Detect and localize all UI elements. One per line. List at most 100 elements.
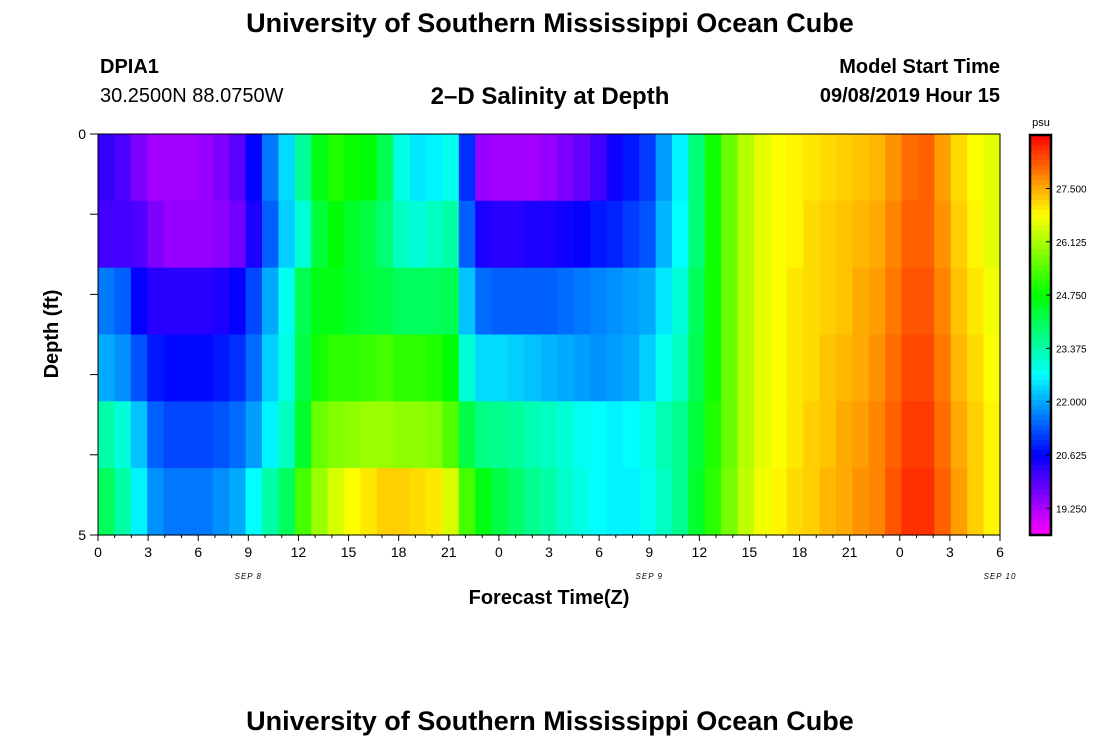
heatmap-cell xyxy=(409,401,427,469)
colorbar-swatch xyxy=(1030,505,1051,511)
heatmap-cell xyxy=(327,267,345,336)
heatmap-cell xyxy=(426,134,443,202)
heatmap-cell xyxy=(803,267,821,336)
colorbar-swatch xyxy=(1030,265,1051,271)
heatmap-cell xyxy=(327,468,345,536)
colorbar-swatch xyxy=(1030,455,1051,461)
heatmap-cell xyxy=(557,334,575,402)
colorbar-swatch xyxy=(1030,380,1051,386)
heatmap-cell xyxy=(901,267,919,336)
heatmap-cell xyxy=(344,401,361,469)
colorbar-swatch xyxy=(1030,145,1051,151)
colorbar-swatch xyxy=(1030,365,1051,371)
x-tick-label: 9 xyxy=(244,544,252,560)
heatmap-cell xyxy=(557,134,575,202)
heatmap-cell xyxy=(376,267,394,336)
colorbar-swatch xyxy=(1030,360,1051,366)
heatmap-cell xyxy=(836,401,853,469)
heatmap-cell xyxy=(426,200,443,269)
heatmap-cell xyxy=(622,267,640,336)
heatmap-cell xyxy=(278,200,296,269)
heatmap-cell xyxy=(294,267,312,336)
heatmap-cell xyxy=(327,200,345,269)
heatmap-cell xyxy=(737,134,755,202)
heatmap-cell xyxy=(147,401,165,469)
y-tick-label: 0 xyxy=(78,126,86,142)
colorbar-swatch xyxy=(1030,475,1051,481)
heatmap-cell xyxy=(967,334,985,402)
colorbar-swatch xyxy=(1030,470,1051,476)
heatmap-cell xyxy=(130,468,148,536)
heatmap-cell xyxy=(967,468,985,536)
heatmap-cell xyxy=(212,134,230,202)
heatmap-cell xyxy=(639,134,657,202)
x-tick-label: 3 xyxy=(545,544,553,560)
heatmap-cell xyxy=(590,134,607,202)
heatmap-cell xyxy=(672,401,689,469)
heatmap-cell xyxy=(344,334,361,402)
y-axis-label: Depth (ft) xyxy=(41,290,63,379)
heatmap-cell xyxy=(393,334,411,402)
y-tick-label: 5 xyxy=(78,527,86,543)
heatmap-cell xyxy=(754,134,771,202)
colorbar-swatch xyxy=(1030,185,1051,191)
station-id: DPIA1 xyxy=(100,56,159,78)
heatmap-cell xyxy=(672,134,689,202)
x-tick-label: 6 xyxy=(595,544,603,560)
heatmap-cell xyxy=(983,334,1001,402)
heatmap-cell xyxy=(852,334,870,402)
heatmap-cell xyxy=(639,468,657,536)
heatmap-cell xyxy=(491,334,509,402)
heatmap-cell xyxy=(475,401,493,469)
x-axis: 0 3 6 9 12 15 18 21 0 3 6 9 12 15 18 21 0 3 6 SEP 8 SEP 9 SEP… xyxy=(94,535,1015,581)
heatmap-cell xyxy=(524,200,542,269)
colorbar-swatch xyxy=(1030,395,1051,401)
heatmap-cell xyxy=(770,468,788,536)
heatmap-cell xyxy=(770,200,788,269)
heatmap-cell xyxy=(508,200,525,269)
colorbar-swatch xyxy=(1030,345,1051,351)
heatmap-cell xyxy=(934,200,952,269)
heatmap-cell xyxy=(573,468,591,536)
heatmap-cell xyxy=(360,468,378,536)
heatmap-cell xyxy=(688,200,706,269)
colorbar-swatch xyxy=(1030,460,1051,466)
heatmap-cell xyxy=(672,267,689,336)
heatmap-cell xyxy=(163,334,181,402)
colorbar-swatch xyxy=(1030,405,1051,411)
heatmap-cell xyxy=(491,267,509,336)
heatmap-cell xyxy=(737,267,755,336)
heatmap-cell xyxy=(967,200,985,269)
heatmap-cell xyxy=(885,134,903,202)
colorbar-swatch xyxy=(1030,175,1051,181)
heatmap-cell xyxy=(852,200,870,269)
colorbar-tick-label: 19.250 xyxy=(1056,504,1087,515)
heatmap-cell xyxy=(229,134,247,202)
colorbar-swatch xyxy=(1030,510,1051,516)
heatmap-cell xyxy=(393,468,411,536)
heatmap-cell xyxy=(376,334,394,402)
heatmap-cell xyxy=(409,200,427,269)
heatmap-cell xyxy=(180,134,197,202)
heatmap-cell xyxy=(573,200,591,269)
heatmap-cell xyxy=(950,468,968,536)
colorbar-swatch xyxy=(1030,240,1051,246)
heatmap-cell xyxy=(852,468,870,536)
heatmap-cell xyxy=(180,468,197,536)
heatmap-cell xyxy=(278,468,296,536)
colorbar-swatch xyxy=(1030,310,1051,316)
heatmap-cell xyxy=(475,200,493,269)
date-label: SEP 8 xyxy=(235,572,262,581)
colorbar-swatch xyxy=(1030,445,1051,451)
heatmap-cell xyxy=(983,468,1001,536)
heatmap-cell xyxy=(491,134,509,202)
heatmap-cell xyxy=(524,468,542,536)
heatmap-cell xyxy=(475,267,493,336)
colorbar-swatch xyxy=(1030,390,1051,396)
heatmap-cell xyxy=(409,334,427,402)
heatmap-cell xyxy=(409,468,427,536)
heatmap-cell xyxy=(622,334,640,402)
heatmap-cell xyxy=(458,200,476,269)
heatmap-cell xyxy=(901,401,919,469)
heatmap-cell xyxy=(770,267,788,336)
